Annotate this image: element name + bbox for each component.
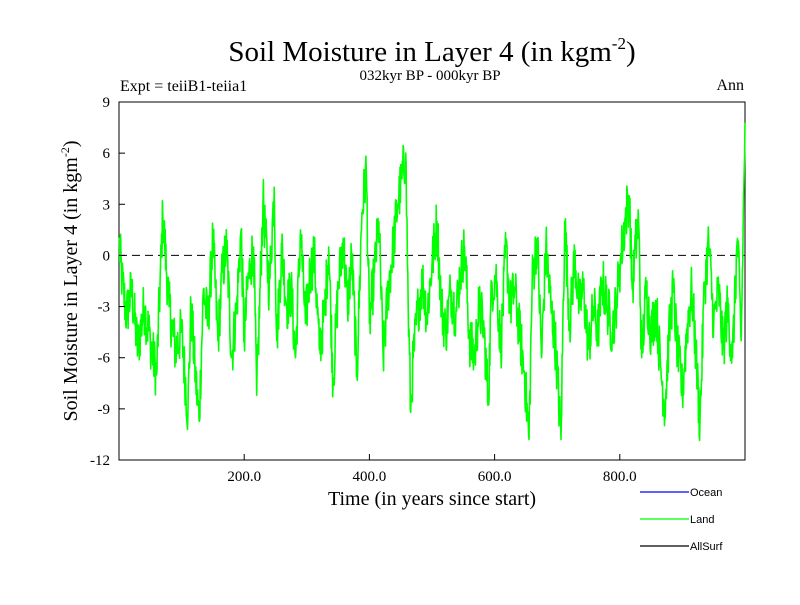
x-axis-ticks: 200.0 400.0 600.0 800.0 <box>227 454 637 485</box>
chart-title-close: ) <box>626 36 636 68</box>
y-tick-label: 6 <box>103 146 111 162</box>
y-tick-label: 3 <box>103 197 111 213</box>
legend: Ocean Land AllSurf <box>640 487 723 553</box>
season-label: Ann <box>716 77 744 94</box>
x-tick-label: 600.0 <box>478 469 512 485</box>
plot-frame <box>118 101 746 461</box>
y-tick-label: -12 <box>90 453 110 469</box>
x-axis-label: Time (in years since start) <box>328 488 536 510</box>
y-axis-ticks: -12 -9 -6 -3 0 3 6 9 <box>90 95 125 469</box>
y-tick-label: -9 <box>98 402 111 418</box>
legend-label-land: Land <box>690 514 714 526</box>
chart-subtitle: 032kyr BP - 000kyr BP <box>359 68 500 84</box>
legend-label-allsurf: AllSurf <box>690 541 723 553</box>
y-axis-label-close: ) <box>60 140 82 147</box>
x-tick-label: 200.0 <box>227 469 261 485</box>
chart-title-sup: -2 <box>612 34 626 53</box>
y-tick-label: 0 <box>103 248 111 264</box>
chart-title: Soil Moisture in Layer 4 (in kgm-2) <box>228 34 635 68</box>
y-axis-label-main: Soil Moisture in Layer 4 (in kgm <box>60 157 82 422</box>
y-tick-label: 9 <box>103 95 111 111</box>
experiment-label: Expt = teiiB1-teiia1 <box>120 78 247 95</box>
y-tick-label: -3 <box>98 300 111 316</box>
y-axis-label-sup: -2 <box>58 147 72 157</box>
legend-label-ocean: Ocean <box>690 487 722 499</box>
x-tick-label: 800.0 <box>603 469 637 485</box>
x-tick-label: 400.0 <box>353 469 387 485</box>
series-line-land <box>118 122 746 442</box>
chart-title-main: Soil Moisture in Layer 4 (in kgm <box>228 36 612 68</box>
y-axis-label: Soil Moisture in Layer 4 (in kgm-2) <box>58 140 82 421</box>
y-tick-label: -6 <box>98 351 111 367</box>
